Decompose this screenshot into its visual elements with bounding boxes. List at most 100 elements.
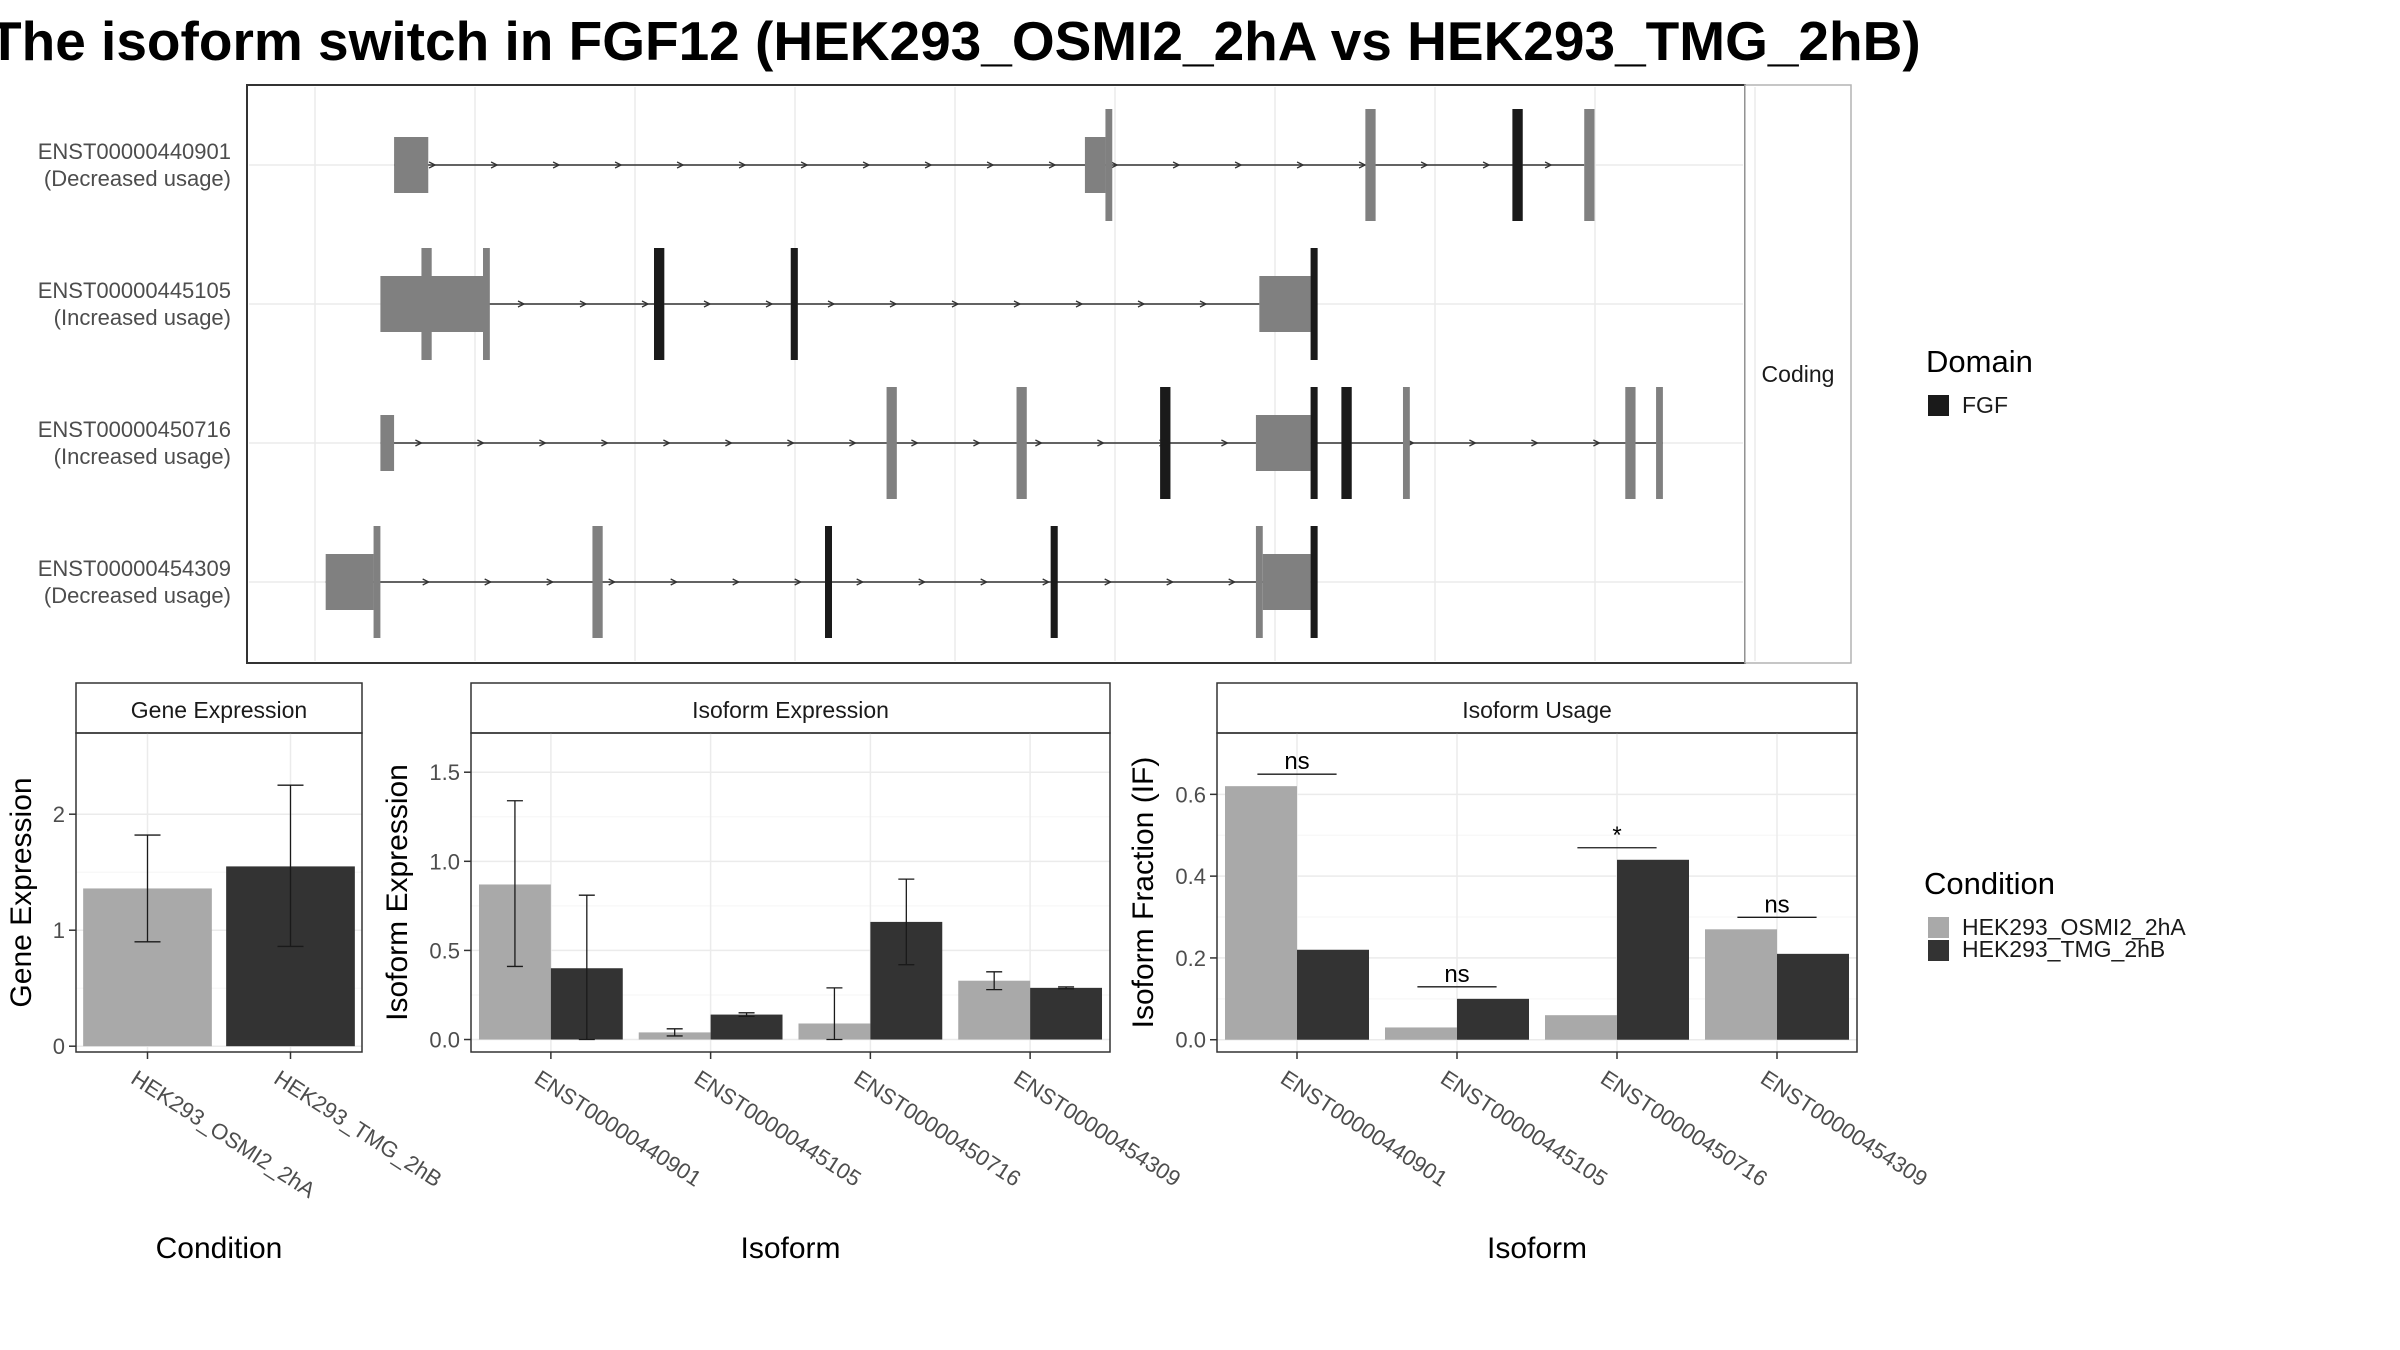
strand-arrow — [889, 300, 898, 308]
strip-label: Gene Expression — [131, 697, 307, 723]
utr-block — [1259, 276, 1311, 332]
structure-strip-label: Coding — [1762, 361, 1835, 387]
exon-block — [1625, 387, 1636, 499]
exon-block — [1365, 109, 1376, 221]
gene-structure-panel: Coding ENST00000440901(Decreased usage)E… — [38, 84, 1852, 664]
strand-arrow — [1137, 300, 1146, 308]
x-axis-title: Isoform — [740, 1232, 840, 1265]
gene-expression-chart: Gene Expression012HEK293_OSMI2_2hAHEK293… — [5, 682, 446, 1265]
domain-legend: Domain FGF — [1926, 344, 2033, 418]
domain-block — [1512, 109, 1523, 221]
strip-box — [470, 682, 1111, 734]
strand-arrow — [608, 578, 617, 586]
y-tick-label: 0.5 — [429, 938, 460, 963]
strand-arrow — [546, 578, 555, 586]
panel-border — [1216, 732, 1858, 1053]
strand-arrow — [1221, 439, 1229, 447]
x-axis-title: Isoform — [1487, 1232, 1587, 1265]
strand-arrow — [918, 578, 927, 586]
significance-label: * — [1612, 822, 1621, 849]
strand-arrow — [1469, 439, 1477, 447]
strip-box — [1216, 682, 1858, 734]
x-tick-label: ENST00000445105 — [690, 1065, 866, 1191]
strand-arrow — [670, 578, 679, 586]
strand-arrow — [1296, 161, 1305, 169]
y-tick-label: 2 — [53, 802, 65, 827]
y-tick-label: 0.6 — [1175, 782, 1206, 807]
strand-arrow — [703, 300, 712, 308]
strand-arrow — [732, 578, 741, 586]
bar — [1030, 987, 1103, 1040]
strand-arrow — [1110, 161, 1119, 169]
strip-box — [75, 682, 363, 734]
strand-arrow — [1104, 578, 1113, 586]
exon-block — [421, 248, 432, 360]
isoform-row-label: ENST00000445105 — [38, 278, 231, 303]
significance-label: ns — [1764, 891, 1789, 918]
bar — [1297, 949, 1369, 1040]
isoform-track — [380, 387, 1663, 499]
strand-arrow — [794, 578, 803, 586]
exon-block — [886, 387, 897, 499]
strand-arrow — [641, 300, 650, 308]
bar — [1545, 1015, 1617, 1040]
strand-arrow — [552, 161, 561, 169]
condition-legend: Condition HEK293_OSMI2_2hA HEK293_TMG_2h… — [1924, 866, 2186, 962]
y-tick-label: 0 — [53, 1034, 65, 1059]
utr-block — [1262, 554, 1311, 610]
structure-marks — [325, 109, 1663, 638]
x-tick-label: ENST00000440901 — [1276, 1065, 1452, 1191]
strand-arrow — [986, 161, 995, 169]
x-tick-label: ENST00000454309 — [1756, 1065, 1932, 1191]
condition-legend-title: Condition — [1924, 866, 2055, 901]
y-tick-label: 0.2 — [1175, 946, 1206, 971]
isoform-track — [325, 526, 1318, 638]
strand-arrow — [477, 439, 485, 447]
bar — [1385, 1027, 1457, 1040]
strand-arrow — [856, 578, 865, 586]
strand-arrow — [1593, 439, 1601, 447]
x-tick-label: ENST00000454309 — [1009, 1065, 1185, 1191]
exon-block — [1402, 387, 1410, 499]
strand-arrow — [614, 161, 623, 169]
domain-block — [1310, 526, 1318, 638]
significance-label: ns — [1284, 748, 1309, 775]
strand-arrow — [1199, 300, 1208, 308]
strip-label: Isoform Usage — [1462, 697, 1612, 723]
y-tick-label: 1 — [53, 918, 65, 943]
domain-legend-key — [1928, 395, 1949, 416]
y-tick-label: 1.5 — [429, 760, 460, 785]
isoform-usage-label: (Increased usage) — [54, 444, 231, 469]
x-tick-label: ENST00000450716 — [850, 1065, 1026, 1191]
domain-block — [654, 248, 665, 360]
bar — [1225, 786, 1297, 1040]
panel-border — [470, 732, 1111, 1053]
strand-arrow — [490, 161, 499, 169]
strand-arrow — [1013, 300, 1022, 308]
strand-arrow — [579, 300, 588, 308]
domain-block — [1341, 387, 1352, 499]
strand-arrow — [862, 161, 871, 169]
utr-block — [394, 137, 429, 193]
strand-arrow — [1544, 161, 1553, 169]
strand-arrow — [765, 300, 774, 308]
utr-block — [1255, 415, 1311, 471]
strand-arrow — [422, 578, 431, 586]
strand-arrow — [1097, 439, 1105, 447]
isoform-usage-label: (Increased usage) — [54, 305, 231, 330]
structure-labels: ENST00000440901(Decreased usage)ENST0000… — [38, 139, 231, 608]
condition-legend-key-2 — [1928, 940, 1949, 961]
strand-arrow — [1075, 300, 1084, 308]
domain-block — [825, 526, 832, 638]
isoform-row-label: ENST00000454309 — [38, 556, 231, 581]
y-tick-label: 0.0 — [1175, 1028, 1206, 1053]
domain-block — [1050, 526, 1058, 638]
utr-block — [1084, 137, 1106, 193]
y-axis-title: Isoform Fraction (IF) — [1127, 757, 1160, 1029]
structure-plot-border — [246, 84, 1746, 664]
domain-legend-label: FGF — [1962, 392, 2008, 418]
domain-block — [1160, 387, 1171, 499]
strand-arrow — [980, 578, 989, 586]
condition-legend-label-2: HEK293_TMG_2hB — [1962, 936, 2165, 962]
strand-arrow — [484, 578, 493, 586]
